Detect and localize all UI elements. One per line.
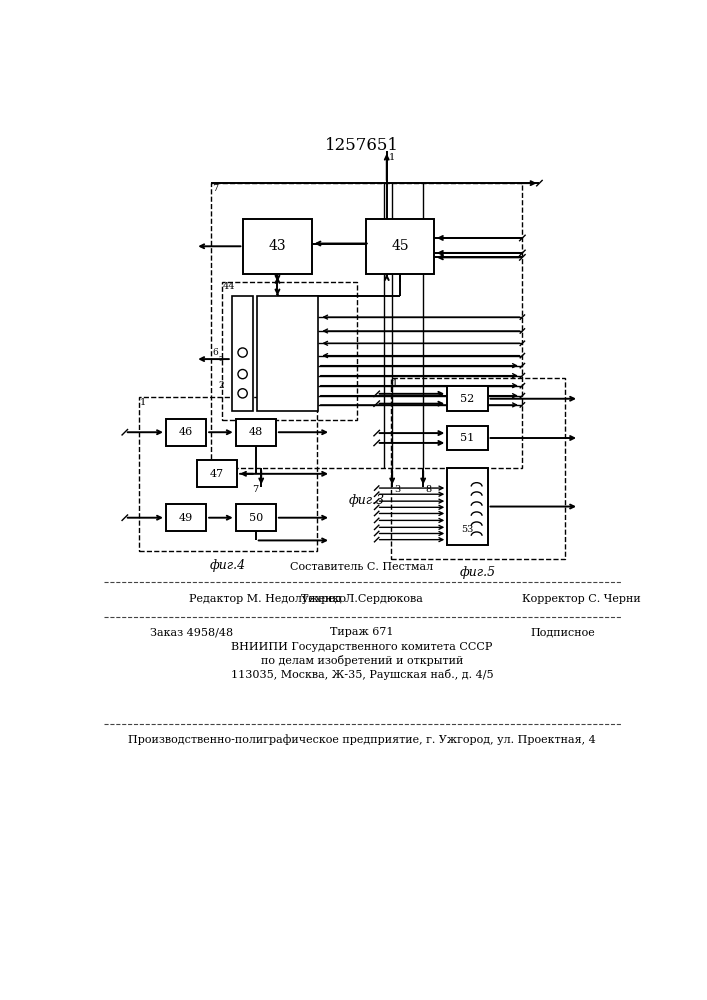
Bar [197,460,237,487]
Bar [257,296,317,411]
Text: 43: 43 [269,239,286,253]
Text: 49: 49 [179,513,193,523]
Text: 52: 52 [460,394,474,404]
Text: Составитель С. Пестмал: Составитель С. Пестмал [291,562,433,572]
Text: Техред Л.Сердюкова: Техред Л.Сердюкова [301,594,423,604]
Text: по делам изобретений и открытий: по делам изобретений и открытий [261,655,463,666]
Text: 2: 2 [218,381,224,390]
Bar [222,282,356,420]
Text: 50: 50 [249,513,263,523]
Text: 8: 8 [426,485,432,494]
Bar [235,419,276,446]
Text: Производственно-полиграфическое предприятие, г. Ужгород, ул. Проектная, 4: Производственно-полиграфическое предприя… [128,734,596,745]
Bar [366,219,434,274]
Text: 1: 1 [389,153,395,162]
Bar [391,378,565,559]
Text: 45: 45 [391,239,409,253]
Text: Тираж 671: Тираж 671 [330,627,394,637]
Text: 7: 7 [212,184,218,193]
Text: Редактор М. Недолуженко: Редактор М. Недолуженко [189,594,346,604]
Text: 1257651: 1257651 [325,137,399,154]
Text: 44: 44 [223,282,235,291]
Bar [232,296,253,411]
Bar [139,397,317,551]
Bar [166,419,206,446]
Bar [448,426,488,450]
Text: 3: 3 [395,485,401,494]
Text: ВНИИПИ Государственного комитета СССР: ВНИИПИ Государственного комитета СССР [231,642,493,652]
Text: Подписное: Подписное [530,627,595,637]
Bar [448,386,488,411]
Text: Заказ 4958/48: Заказ 4958/48 [151,627,233,637]
Text: 1: 1 [392,379,399,388]
Text: Корректор С. Черни: Корректор С. Черни [522,594,641,604]
Bar [448,468,488,545]
Bar [243,219,312,274]
Text: фиг.5: фиг.5 [460,566,496,579]
Text: 48: 48 [249,427,263,437]
Text: 7: 7 [252,485,258,494]
Text: фиг.3: фиг.3 [349,494,385,507]
Bar [166,504,206,531]
Text: 53: 53 [461,525,474,534]
Text: 46: 46 [179,427,193,437]
Text: 6: 6 [212,348,218,357]
Bar [211,183,522,468]
Bar [235,504,276,531]
Text: 51: 51 [460,433,474,443]
Text: 1: 1 [140,398,146,407]
Text: фиг.4: фиг.4 [210,559,246,572]
Text: 113035, Москва, Ж-35, Раушская наб., д. 4/5: 113035, Москва, Ж-35, Раушская наб., д. … [230,669,493,680]
Text: 47: 47 [210,469,224,479]
Text: з: з [219,354,224,363]
